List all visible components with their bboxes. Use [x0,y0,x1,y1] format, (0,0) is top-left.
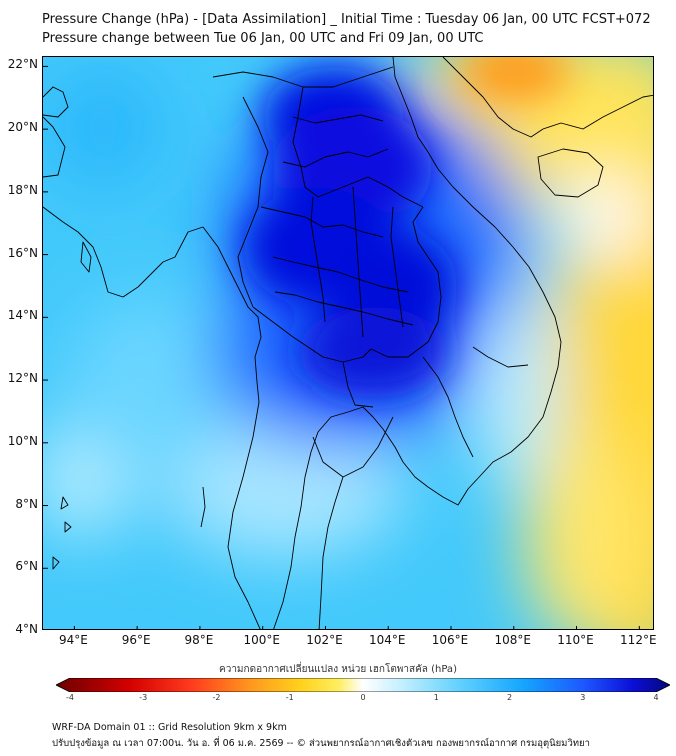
latitude-tick-label: 6°N [15,559,38,574]
longitude-tick-label: 96°E [121,633,151,647]
colorbar-tick-label: 4 [653,693,659,702]
pressure-change-map [43,57,653,629]
latitude-tick-label: 4°N [15,622,38,636]
field-core [243,57,570,397]
longitude-tick-label: 98°E [184,633,214,647]
colorbar-tick-label: -1 [285,693,294,702]
colorbar-tick-label: 2 [506,693,513,702]
colorbar-tick-label: 1 [433,693,439,702]
colorbar-title: ความกดอากาศเปลี่ยนแปลง หน่วย เฮกโตพาสคัล… [219,664,457,675]
model-info: WRF-DA Domain 01 :: Grid Resolution 9km … [52,722,287,733]
latitude-tick-label: 18°N [7,182,38,197]
latitude-tick-label: 22°N [7,57,38,72]
longitude-tick-label: 94°E [58,633,88,647]
longitude-tick-label: 102°E [306,633,343,647]
longitude-tick-label: 104°E [368,633,406,647]
longitude-tick-label: 112°E [620,633,657,647]
colorbar-tick-label: -2 [212,693,221,702]
longitude-tick-label: 106°E [431,633,469,647]
update-credit: ปรับปรุงข้อมูล ณ เวลา 07:00น. วัน อ. ที่… [52,738,590,749]
colorbar-tick-label: -3 [139,693,148,702]
latitude-tick-label: 20°N [7,120,38,135]
colorbar-tick-label: 3 [580,693,586,702]
longitude-tick-label: 100°E [243,633,280,647]
latitude-tick-label: 10°N [7,433,38,448]
chart-subtitle: Pressure change between Tue 06 Jan, 00 U… [42,31,484,46]
colorbar [55,677,671,693]
latitude-tick-label: 16°N [7,245,38,260]
latitude-tick-label: 8°N [15,496,38,511]
coastlines-and-borders [43,57,653,629]
latitude-tick-label: 14°N [7,308,38,323]
longitude-tick-label: 110°E [557,633,594,647]
map-panel[interactable] [42,56,654,630]
colorbar-graphic [55,677,671,693]
longitude-tick-label: 108°E [494,633,532,647]
chart-title: Pressure Change (hPa) - [Data Assimilati… [42,12,651,27]
colorbar-body [55,677,671,693]
colorbar-tick-label: 0 [360,693,366,702]
colorbar-tick-label: -4 [66,693,74,702]
latitude-tick-label: 12°N [7,371,38,386]
